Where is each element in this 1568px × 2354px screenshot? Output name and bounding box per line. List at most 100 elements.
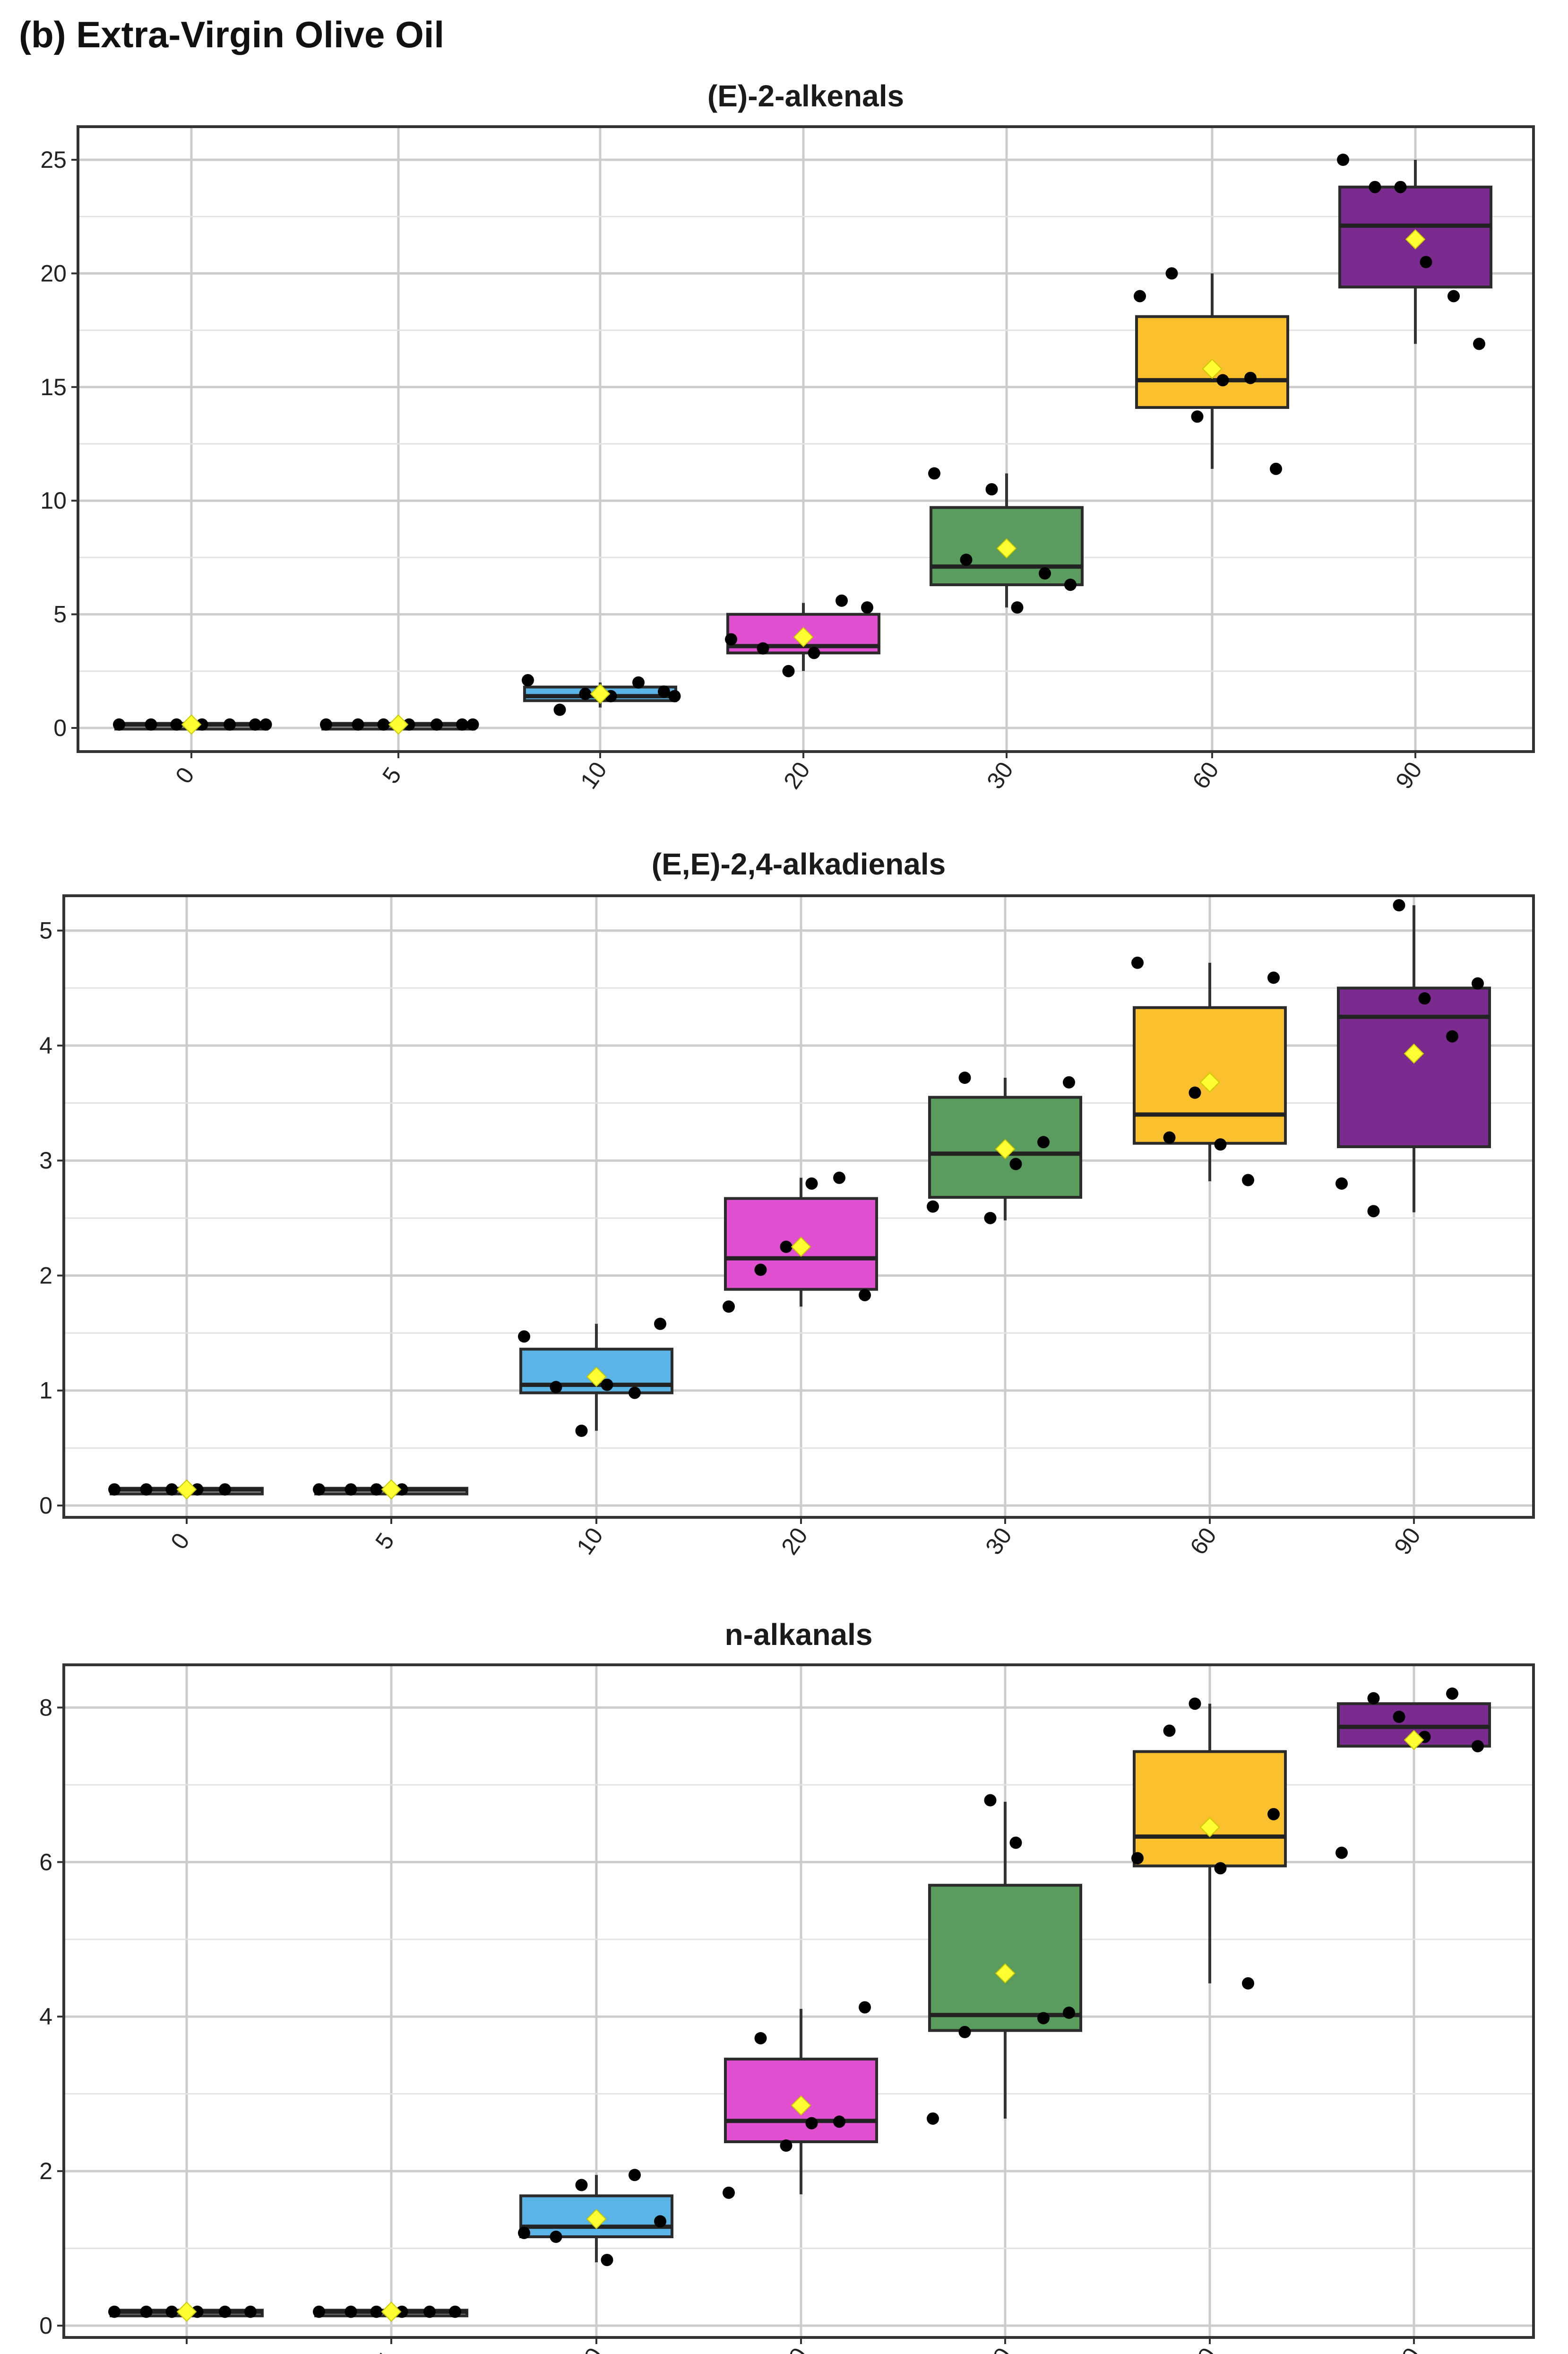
data-point [1242,1174,1254,1186]
data-point [1009,1836,1022,1849]
data-point [1394,181,1407,193]
mean-marker [793,627,814,648]
x-tick-label: 10 [571,1523,608,1559]
data-point [1191,410,1204,423]
panel-title: n-alkanals [724,1618,872,1652]
data-point [313,2305,325,2318]
data-point [352,718,364,731]
y-tick-label: 2 [39,2158,52,2184]
data-point [522,674,534,687]
data-point [629,2169,641,2181]
y-tick-label: 15 [40,374,67,400]
data-point [805,1177,818,1190]
data-point [579,687,592,700]
data-point [466,718,479,731]
x-tick-label: 5 [370,1528,399,1554]
mean-marker [1404,1043,1424,1064]
data-point [833,1171,845,1184]
mean-marker [791,1237,811,1257]
y-tick-label: 1 [39,1377,52,1404]
mean-marker [381,2302,402,2322]
data-point [859,2001,871,2014]
x-tick-label: 30 [980,2343,1017,2354]
data-point [259,718,272,731]
data-point [1189,1697,1201,1710]
data-point [654,2215,666,2228]
x-tick-label: 60 [1187,757,1224,794]
data-point [859,1289,871,1301]
y-tick-label: 4 [39,2003,52,2030]
data-point [601,2254,613,2267]
data-point [165,2305,178,2318]
data-point [836,594,848,607]
data-point [1163,1131,1176,1144]
x-tick-label: 60 [1185,1523,1222,1559]
y-tick-label: 8 [39,1694,52,1721]
data-point [345,1483,357,1496]
data-point [984,1212,997,1224]
data-point [1039,567,1051,580]
y-tick-label: 10 [40,487,67,514]
data-point [1063,1076,1075,1089]
data-point [145,718,157,731]
data-point [1472,1740,1484,1753]
data-point [668,690,681,702]
data-point [629,1386,641,1399]
data-point [757,642,769,655]
data-point [165,1483,178,1496]
x-tick-label: 0 [165,1528,195,1554]
data-point [601,1378,613,1391]
x-tick-label: 20 [778,757,815,794]
data-point [320,718,332,731]
data-point [780,1240,793,1253]
data-point [754,1264,767,1276]
data-point [1189,1086,1201,1099]
mean-marker [176,2302,197,2322]
x-tick-label: 90 [1389,1523,1426,1559]
data-point [219,2305,231,2318]
data-point [377,718,390,731]
plot-frame [77,125,1535,753]
data-point [449,2305,461,2318]
y-tick-label: 5 [39,917,52,944]
data-point [1369,181,1381,193]
data-point [1393,899,1405,912]
box-rect [1133,1750,1287,1868]
data-point [1447,290,1460,303]
data-point [113,718,125,731]
mean-marker [176,1479,197,1500]
y-tick-label: 3 [39,1147,52,1174]
data-point [1242,1977,1254,1990]
y-tick-label: 2 [39,1262,52,1289]
data-point [244,2305,257,2318]
data-point [456,718,468,731]
data-point [196,718,208,731]
data-point [1420,256,1432,268]
data-point [658,685,670,698]
x-tick-label: 20 [776,2343,813,2354]
x-tick-label: 10 [571,2343,608,2354]
mean-marker [1405,229,1426,250]
data-point [550,2231,562,2243]
mean-marker [995,1139,1016,1160]
y-tick-label: 25 [40,147,67,173]
mean-marker [996,538,1017,559]
data-point [1418,992,1431,1005]
data-point [1214,1862,1227,1875]
x-tick-label: 90 [1390,757,1427,794]
panel-title: (E)-2-alkenals [707,79,904,113]
data-point [1267,1808,1280,1820]
data-point [553,703,566,716]
data-point [249,718,261,731]
box-rect [724,2058,878,2143]
x-tick-label: 5 [377,762,406,788]
data-point [313,1483,325,1496]
data-point [1009,1158,1022,1170]
data-point [861,601,873,614]
data-point [985,483,998,496]
data-point [575,1424,588,1437]
mean-marker [995,1963,1016,1984]
y-tick-label: 0 [39,1492,52,1519]
data-point [1472,977,1484,990]
data-point [808,647,820,659]
